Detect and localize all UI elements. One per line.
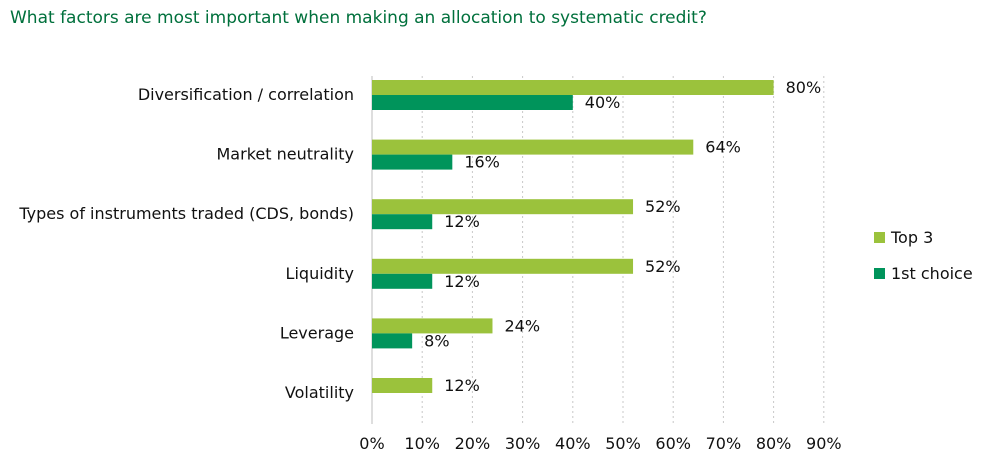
x-tick-label: 20% [455,434,491,453]
legend-swatch-first-choice [874,268,885,279]
chart-title: What factors are most important when mak… [10,8,707,28]
x-tick-label: 0% [359,434,384,453]
x-tick-label: 80% [756,434,792,453]
data-label: 16% [464,153,500,172]
category-label: Diversification / correlation [138,85,354,104]
data-label: 12% [444,272,480,291]
data-label: 12% [444,376,480,395]
category-label: Leverage [280,323,354,342]
bar-top3 [372,318,493,334]
data-label: 52% [645,257,681,276]
category-label: Liquidity [286,264,354,283]
x-tick-label: 40% [555,434,591,453]
data-label: 80% [786,78,822,97]
bar-first-choice [372,333,413,349]
data-label: 40% [585,93,621,112]
bar-first-choice [372,154,453,170]
data-label: 64% [705,138,741,157]
legend-label-first-choice: 1st choice [891,264,973,283]
data-label: 12% [444,212,480,231]
bar-top3 [372,199,634,215]
x-tick-label: 60% [655,434,691,453]
category-label: Volatility [285,383,354,402]
x-tick-label: 10% [404,434,440,453]
category-label: Types of instruments traded (CDS, bonds) [18,204,354,223]
data-label: 8% [424,331,449,350]
x-tick-label: 70% [706,434,742,453]
bar-top3 [372,80,774,95]
x-tick-label: 50% [605,434,641,453]
bar-top3 [372,258,634,274]
data-label: 52% [645,197,681,216]
bar-top3 [372,139,694,155]
x-tick-label: 90% [806,434,842,453]
bar-first-choice [372,214,433,230]
category-label: Market neutrality [217,145,355,164]
x-tick-label: 30% [505,434,541,453]
bar-top3 [372,378,433,393]
bar-first-choice [372,273,433,289]
legend-swatch-top3 [874,232,885,243]
bar-first-choice [372,95,573,110]
legend-label-top3: Top 3 [890,228,933,247]
data-label: 24% [504,316,540,335]
